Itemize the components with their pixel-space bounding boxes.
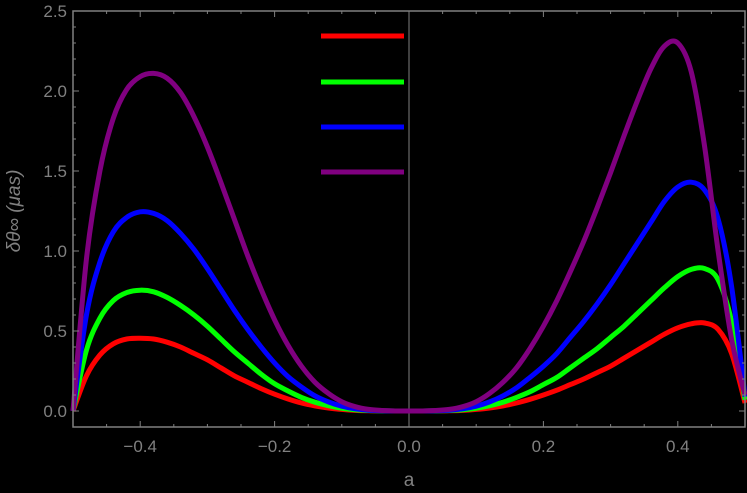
legend (321, 33, 404, 175)
y-tick-label: 2.5 (43, 2, 67, 21)
x-axis-label: a (404, 470, 415, 491)
y-axis-label: δθ∞ (μas) (4, 170, 25, 253)
y-tick-label: 0.5 (43, 322, 67, 341)
y-axis-ticks: 0.0 0.5 1.0 1.5 2.0 2.5 (43, 2, 745, 421)
x-tick-label: −0.4 (123, 437, 157, 456)
y-tick-label: 2.0 (43, 82, 67, 101)
x-tick-label: 0.4 (666, 437, 690, 456)
y-tick-label: 1.5 (43, 162, 67, 181)
x-axis-ticks: −0.4 −0.2 0.0 0.2 0.4 (72, 11, 746, 456)
y-tick-label: 0.0 (43, 402, 67, 421)
x-tick-label: 0.2 (532, 437, 556, 456)
x-tick-label: 0.0 (397, 437, 421, 456)
x-tick-label: −0.2 (258, 437, 292, 456)
y-tick-label: 1.0 (43, 242, 67, 261)
series-line-purple (70, 38, 747, 414)
series-layer (70, 38, 747, 414)
